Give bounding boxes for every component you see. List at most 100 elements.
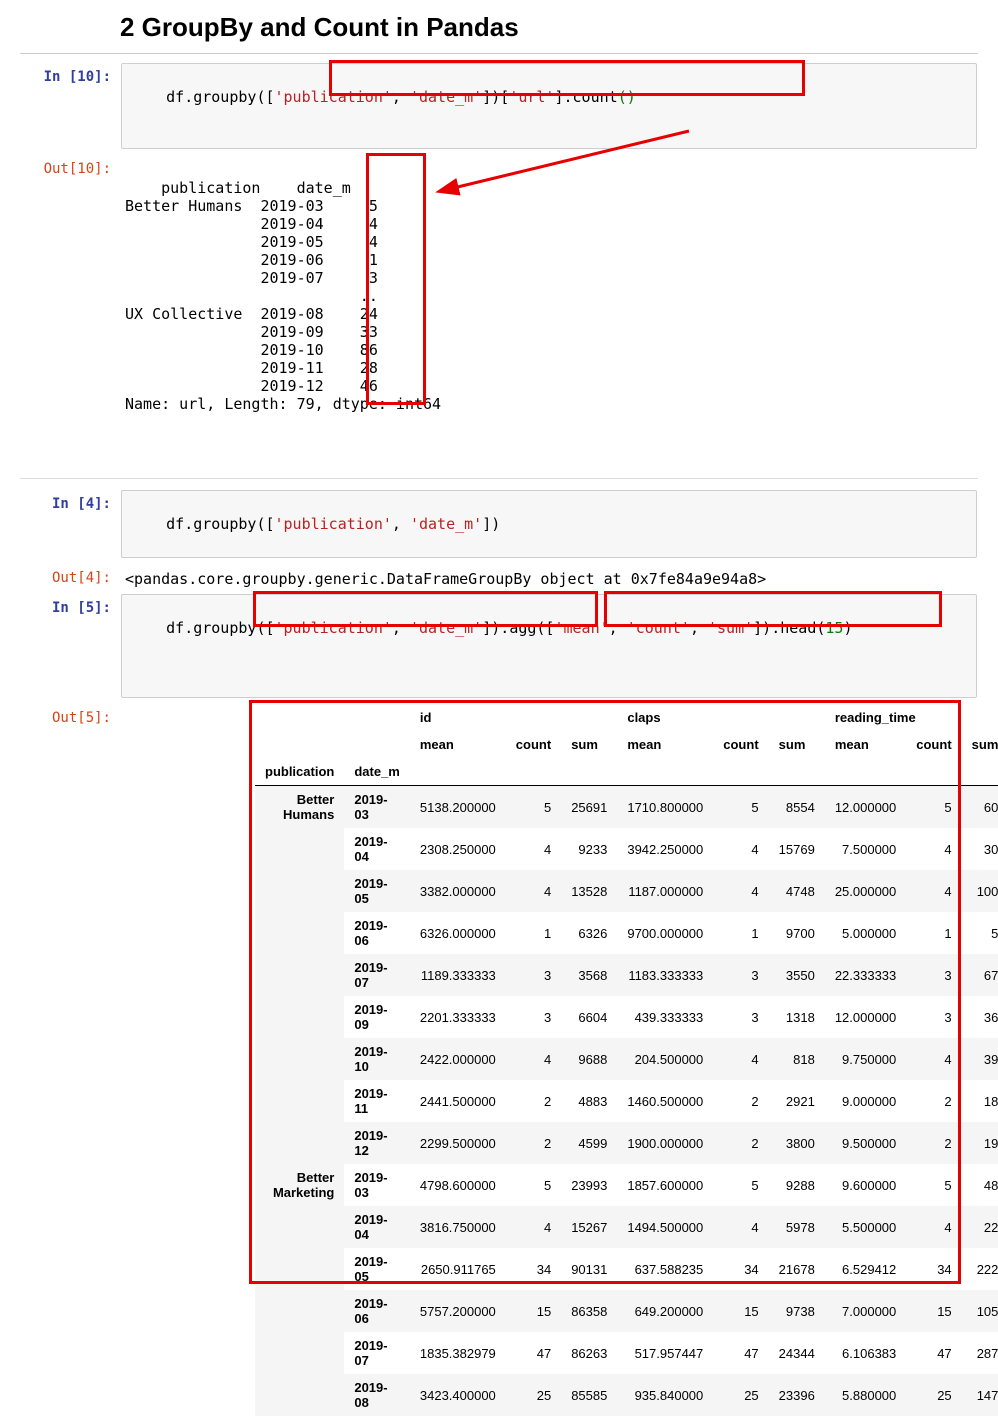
output-dataframe: id claps reading_time mean count sum mea… — [255, 704, 998, 1416]
table-row: 2019-042308.250000492333942.250000415769… — [255, 828, 998, 870]
table-row: 2019-102422.00000049688204.50000048189.7… — [255, 1038, 998, 1080]
cell-value: 7.500000 — [825, 828, 906, 870]
cell-value: 1318 — [769, 996, 825, 1038]
row-publication — [255, 1374, 344, 1416]
cell-value: 4 — [713, 870, 768, 912]
cell-value: 3423.400000 — [410, 1374, 506, 1416]
cell-value: 25 — [506, 1374, 561, 1416]
cell-value: 60 — [962, 786, 998, 829]
cell-value: 6326 — [561, 912, 617, 954]
cell-value: 9.600000 — [825, 1164, 906, 1206]
cell-value: 8554 — [769, 786, 825, 829]
cell-value: 2 — [713, 1080, 768, 1122]
output-10: publication date_m Better Humans 2019-03… — [121, 155, 977, 467]
cell-in-5: In [5]: df.groupby(['publication', 'date… — [20, 591, 978, 701]
prompt-in-5: In [5]: — [21, 594, 121, 616]
cell-value: 287 — [962, 1332, 998, 1374]
cell-value: 6.529412 — [825, 1248, 906, 1290]
cell-value: 47 — [713, 1332, 768, 1374]
table-row: 2019-112441.500000248831460.500000229219… — [255, 1080, 998, 1122]
cell-value: 4883 — [561, 1080, 617, 1122]
cell-value: 3 — [713, 996, 768, 1038]
cell-value: 48 — [962, 1164, 998, 1206]
row-publication — [255, 1080, 344, 1122]
cell-value: 15 — [713, 1290, 768, 1332]
table-row: 2019-122299.500000245991900.000000238009… — [255, 1122, 998, 1164]
row-date: 2019-10 — [344, 1038, 410, 1080]
cell-value: 3 — [506, 996, 561, 1038]
cell-value: 25 — [906, 1374, 961, 1416]
cell-value: 18 — [962, 1080, 998, 1122]
table-row: 2019-071189.333333335681183.333333335502… — [255, 954, 998, 996]
cell-value: 15267 — [561, 1206, 617, 1248]
cell-value: 3 — [506, 954, 561, 996]
cell-value: 22 — [962, 1206, 998, 1248]
cell-value: 6.106383 — [825, 1332, 906, 1374]
cell-value: 22.333333 — [825, 954, 906, 996]
cell-value: 2 — [906, 1122, 961, 1164]
cell-value: 1187.000000 — [617, 870, 713, 912]
code-input-5[interactable]: df.groupby(['publication', 'date_m']).ag… — [121, 594, 977, 698]
cell-value: 13528 — [561, 870, 617, 912]
cell-value: 24344 — [769, 1332, 825, 1374]
cell-value: 15 — [506, 1290, 561, 1332]
cell-value: 2201.333333 — [410, 996, 506, 1038]
row-date: 2019-08 — [344, 1374, 410, 1416]
cell-value: 85585 — [561, 1374, 617, 1416]
cell-value: 3382.000000 — [410, 870, 506, 912]
output-5: id claps reading_time mean count sum mea… — [121, 704, 998, 1420]
cell-value: 15 — [906, 1290, 961, 1332]
cell-value: 34 — [713, 1248, 768, 1290]
row-publication — [255, 870, 344, 912]
cell-value: 3816.750000 — [410, 1206, 506, 1248]
cell-value: 25691 — [561, 786, 617, 829]
row-date: 2019-04 — [344, 1206, 410, 1248]
row-date: 2019-07 — [344, 954, 410, 996]
cell-value: 86263 — [561, 1332, 617, 1374]
cell-value: 1494.500000 — [617, 1206, 713, 1248]
row-publication: Better Marketing — [255, 1164, 344, 1206]
cell-value: 5.500000 — [825, 1206, 906, 1248]
table-row: 2019-083423.4000002585585935.84000025233… — [255, 1374, 998, 1416]
cell-value: 3 — [906, 954, 961, 996]
cell-value: 9688 — [561, 1038, 617, 1080]
code-input-10[interactable]: df.groupby(['publication', 'date_m'])['u… — [121, 63, 977, 149]
cell-value: 5.000000 — [825, 912, 906, 954]
cell-value: 47 — [506, 1332, 561, 1374]
cell-value: 9.750000 — [825, 1038, 906, 1080]
cell-value: 1900.000000 — [617, 1122, 713, 1164]
row-publication — [255, 1122, 344, 1164]
row-publication: Better Humans — [255, 786, 344, 829]
row-date: 2019-05 — [344, 1248, 410, 1290]
section-heading: 2 GroupBy and Count in Pandas — [120, 12, 978, 43]
row-date: 2019-03 — [344, 1164, 410, 1206]
row-publication — [255, 912, 344, 954]
cell-value: 5138.200000 — [410, 786, 506, 829]
table-row: Better Marketing2019-034798.600000523993… — [255, 1164, 998, 1206]
heading-divider — [20, 53, 978, 54]
col-group-claps: claps — [617, 704, 824, 731]
cell-value: 47 — [906, 1332, 961, 1374]
row-publication — [255, 1038, 344, 1080]
cell-value: 19 — [962, 1122, 998, 1164]
cell-value: 818 — [769, 1038, 825, 1080]
cell-value: 3942.250000 — [617, 828, 713, 870]
cell-value: 4 — [506, 870, 561, 912]
cell-value: 5 — [506, 1164, 561, 1206]
cell-value: 1460.500000 — [617, 1080, 713, 1122]
cell-in-10: In [10]: df.groupby(['publication', 'dat… — [20, 60, 978, 152]
cell-value: 517.957447 — [617, 1332, 713, 1374]
code-input-4[interactable]: df.groupby(['publication', 'date_m']) — [121, 490, 977, 558]
output-4: <pandas.core.groupby.generic.DataFrameGr… — [121, 564, 977, 588]
table-row: Better Humans2019-035138.200000525691171… — [255, 786, 998, 829]
cell-value: 4 — [506, 828, 561, 870]
output-text-10: publication date_m Better Humans 2019-03… — [125, 179, 441, 413]
cell-value: 6326.000000 — [410, 912, 506, 954]
index-name-date: date_m — [344, 758, 410, 786]
row-date: 2019-09 — [344, 996, 410, 1038]
prompt-in-10: In [10]: — [21, 63, 121, 85]
table-row: 2019-053382.0000004135281187.00000044748… — [255, 870, 998, 912]
cell-value: 12.000000 — [825, 786, 906, 829]
row-date: 2019-12 — [344, 1122, 410, 1164]
cell-value: 2 — [506, 1122, 561, 1164]
